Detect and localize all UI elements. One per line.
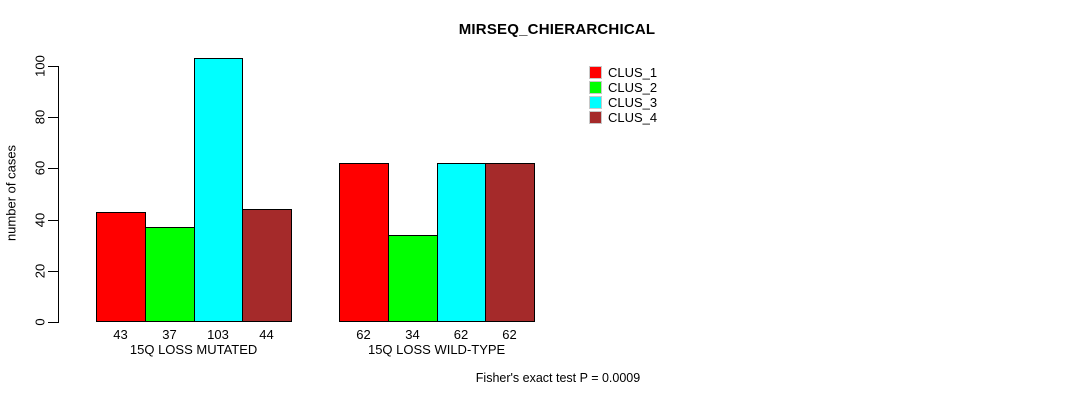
y-tick-mark [48, 220, 58, 221]
y-tick-label: 80 [32, 109, 48, 125]
y-tick-label: 0 [32, 318, 48, 326]
legend: CLUS_1 CLUS_2 CLUS_3 CLUS_4 [589, 65, 657, 125]
legend-label: CLUS_1 [608, 65, 658, 80]
bar-value-label: 43 [113, 327, 128, 342]
bar-clus_1-group1 [96, 212, 146, 322]
y-tick-mark [48, 322, 58, 323]
y-tick-mark [48, 271, 58, 272]
y-axis-line [58, 66, 59, 323]
legend-item-clus_4: CLUS_4 [589, 110, 657, 125]
bar-value-label: 103 [207, 327, 229, 342]
y-tick-label: 20 [32, 263, 48, 279]
bar-clus_4-group1 [242, 209, 292, 322]
y-tick-mark [48, 66, 58, 67]
legend-item-clus_3: CLUS_3 [589, 95, 657, 110]
legend-swatch-clus_1 [589, 66, 602, 79]
bar-value-label: 37 [162, 327, 177, 342]
legend-label: CLUS_2 [608, 80, 658, 95]
y-tick-label: 40 [32, 212, 48, 228]
legend-swatch-clus_3 [589, 96, 602, 109]
bar-value-label: 62 [453, 327, 469, 342]
legend-label: CLUS_3 [608, 95, 658, 110]
legend-label: CLUS_4 [608, 110, 658, 125]
bar-clus_4-group2 [485, 163, 535, 322]
y-tick-label: 100 [32, 55, 48, 77]
annotation-text: Fisher's exact test P = 0.0009 [475, 371, 641, 385]
bar-clus_2-group1 [145, 227, 195, 322]
legend-swatch-clus_2 [589, 81, 602, 94]
legend-swatch-clus_4 [589, 111, 602, 124]
bar-clus_3-group1 [194, 58, 243, 322]
y-tick-mark [48, 168, 58, 169]
bar-clus_3-group2 [437, 163, 486, 322]
bar-value-label: 44 [259, 327, 274, 342]
bar-clus_1-group2 [339, 163, 389, 322]
chart-title: MIRSEQ_CHIERARCHICAL [458, 21, 656, 38]
bar-value-label: 62 [502, 327, 517, 342]
bar-value-label: 62 [356, 327, 371, 342]
y-tick-mark [48, 117, 58, 118]
x-group-label: 15Q LOSS WILD-TYPE [367, 342, 506, 357]
legend-item-clus_2: CLUS_2 [589, 80, 657, 95]
bar-clus_2-group2 [388, 235, 438, 322]
x-group-label: 15Q LOSS MUTATED [129, 342, 258, 357]
y-tick-label: 60 [32, 160, 48, 176]
bar-value-label: 34 [405, 327, 420, 342]
legend-item-clus_1: CLUS_1 [589, 65, 657, 80]
